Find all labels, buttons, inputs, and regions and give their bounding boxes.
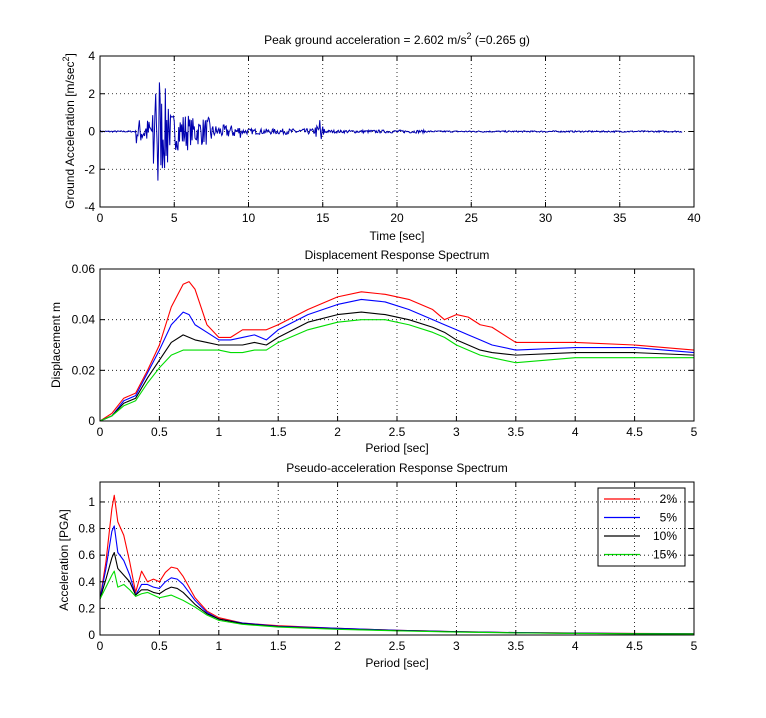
ground-acceleration-ytick-label: -2 <box>84 162 95 176</box>
displacement-spectrum-xtick-label: 1 <box>215 425 222 439</box>
pseudo-acceleration-title: Pseudo-acceleration Response Spectrum <box>286 461 507 475</box>
ground-acceleration-xtick-label: 40 <box>687 211 701 225</box>
displacement-spectrum-panel: Displacement Response Spectrum Period [s… <box>49 248 698 455</box>
legend-label-2pct: 2% <box>660 492 678 506</box>
ground-acceleration-panel: Peak ground acceleration = 2.602 m/s2 (=… <box>61 31 701 243</box>
displacement-spectrum-series-10pct <box>100 311 694 421</box>
displacement-spectrum-series-5pct <box>100 298 694 421</box>
pseudo-acceleration-ylabel: Acceleration [PGA] <box>57 509 71 610</box>
ground-acceleration-title: Peak ground acceleration = 2.602 m/s2 (=… <box>264 31 530 47</box>
ground-acceleration-xtick-label: 5 <box>171 211 178 225</box>
legend-box <box>597 487 686 567</box>
ground-acceleration-ytick-label: -4 <box>84 200 95 214</box>
displacement-spectrum-series-2pct <box>100 281 694 421</box>
displacement-spectrum-xtick-label: 4.5 <box>626 425 643 439</box>
pseudo-acceleration-xtick-label: 4 <box>572 639 579 653</box>
displacement-spectrum-xlabel: Period [sec] <box>365 441 428 455</box>
pseudo-acceleration-ytick-label: 0.4 <box>78 575 95 589</box>
pseudo-acceleration-xtick-label: 2 <box>334 639 341 653</box>
ground-acceleration-xtick-label: 35 <box>613 211 627 225</box>
displacement-spectrum-series-15pct <box>100 319 694 421</box>
legend-label-5pct: 5% <box>660 511 678 525</box>
pseudo-acceleration-xtick-label: 3.5 <box>507 639 524 653</box>
ground-acceleration-trace <box>100 82 683 181</box>
displacement-spectrum-xtick-label: 5 <box>691 425 698 439</box>
displacement-spectrum-xtick-label: 1.5 <box>270 425 287 439</box>
ground-acceleration-xtick-label: 30 <box>539 211 553 225</box>
legend-label-10pct: 10% <box>653 529 677 543</box>
ground-acceleration-ytick-label: 4 <box>88 49 95 63</box>
displacement-spectrum-xtick-label: 2.5 <box>389 425 406 439</box>
displacement-spectrum-ytick-label: 0 <box>88 414 95 428</box>
displacement-spectrum-xtick-label: 3 <box>453 425 460 439</box>
ground-acceleration-ylabel: Ground Acceleration [m/sec2] <box>61 53 77 209</box>
displacement-spectrum-ytick-label: 0.06 <box>72 262 96 276</box>
pseudo-acceleration-xtick-label: 3 <box>453 639 460 653</box>
displacement-spectrum-xtick-label: 4 <box>572 425 579 439</box>
pseudo-acceleration-xtick-label: 5 <box>691 639 698 653</box>
displacement-spectrum-xtick-label: 0.5 <box>151 425 168 439</box>
displacement-spectrum-xtick-label: 2 <box>334 425 341 439</box>
displacement-spectrum-xtick-label: 0 <box>97 425 104 439</box>
ground-acceleration-xtick-label: 15 <box>316 211 330 225</box>
pseudo-acceleration-xtick-label: 1 <box>215 639 222 653</box>
ground-acceleration-ytick-label: 0 <box>88 125 95 139</box>
pseudo-acceleration-ytick-label: 1 <box>88 495 95 509</box>
displacement-spectrum-title: Displacement Response Spectrum <box>305 248 490 262</box>
pseudo-acceleration-xtick-label: 0.5 <box>151 639 168 653</box>
pseudo-acceleration-xtick-label: 0 <box>97 639 104 653</box>
pseudo-acceleration-ytick-label: 0.2 <box>78 601 95 615</box>
pseudo-acceleration-series-15pct <box>100 570 694 635</box>
ground-acceleration-xtick-label: 0 <box>97 211 104 225</box>
displacement-spectrum-ytick-label: 0.04 <box>72 313 96 327</box>
displacement-spectrum-ytick-label: 0.02 <box>72 363 96 377</box>
ground-acceleration-xtick-label: 20 <box>390 211 404 225</box>
pseudo-acceleration-ytick-label: 0.8 <box>78 522 95 536</box>
pseudo-acceleration-xtick-label: 1.5 <box>270 639 287 653</box>
ground-acceleration-xtick-label: 25 <box>465 211 479 225</box>
pseudo-acceleration-ytick-label: 0 <box>88 628 95 642</box>
ground-acceleration-ytick-label: 2 <box>88 87 95 101</box>
pseudo-acceleration-xtick-label: 2.5 <box>389 639 406 653</box>
displacement-spectrum-xtick-label: 3.5 <box>507 425 524 439</box>
pseudo-acceleration-panel: Pseudo-acceleration Response Spectrum Pe… <box>57 461 698 670</box>
pseudo-acceleration-xlabel: Period [sec] <box>365 656 428 670</box>
ground-acceleration-xtick-label: 10 <box>242 211 256 225</box>
pseudo-acceleration-xtick-label: 4.5 <box>626 639 643 653</box>
legend: 2% 5% 10% 15% <box>597 487 686 567</box>
pseudo-acceleration-ytick-label: 0.6 <box>78 548 95 562</box>
ground-acceleration-xlabel: Time [sec] <box>370 229 425 243</box>
displacement-spectrum-ylabel: Displacement m <box>49 302 63 388</box>
legend-label-15pct: 15% <box>653 548 677 562</box>
